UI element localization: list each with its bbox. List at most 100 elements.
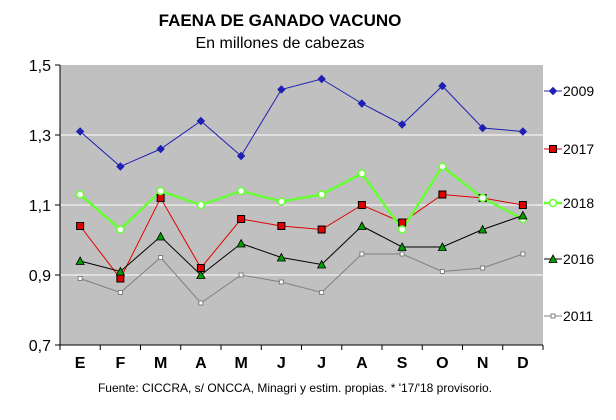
x-tick-label: O (436, 355, 448, 372)
x-tick-label: E (75, 355, 86, 372)
x-tick-label: J (317, 355, 326, 372)
source-note: Fuente: CICCRA, s/ ONCCA, Minagri y esti… (97, 381, 493, 395)
x-tick-label: F (115, 355, 125, 372)
data-point (75, 127, 85, 136)
data-point (75, 256, 85, 265)
data-point (237, 215, 246, 223)
data-point (518, 201, 527, 209)
x-tick-label: M (154, 355, 167, 372)
x-tick-label: M (234, 355, 247, 372)
data-point (76, 222, 85, 230)
data-point (357, 201, 366, 209)
data-point (319, 290, 325, 295)
data-point (116, 162, 125, 171)
data-point (478, 123, 487, 133)
data-point (278, 279, 284, 285)
data-point (75, 190, 85, 199)
data-point (116, 225, 125, 234)
data-point (196, 200, 206, 210)
data-point (158, 255, 164, 260)
legend-label: 2016 (563, 251, 594, 267)
data-point (155, 231, 166, 241)
data-point (478, 193, 487, 203)
series-line-2018 (79, 164, 524, 232)
legend-label: 2011 (563, 308, 593, 324)
data-point (438, 81, 447, 91)
series-line-2017 (79, 193, 523, 280)
data-point (398, 218, 407, 227)
x-tick-label: N (477, 355, 489, 372)
data-point (439, 269, 445, 274)
x-tick-label: D (517, 355, 529, 372)
data-point (115, 266, 126, 276)
series-group (75, 74, 528, 306)
data-point (236, 186, 246, 196)
data-point (477, 224, 488, 234)
data-point (438, 162, 447, 171)
data-point (77, 276, 83, 281)
chart-subtitle: En millones de cabezas (195, 35, 365, 52)
x-tick-label: S (397, 355, 408, 372)
x-tick-label: A (356, 355, 368, 372)
legend-label: 2017 (563, 141, 594, 157)
data-point (550, 313, 556, 319)
x-tick-label: A (195, 355, 207, 372)
data-point (156, 144, 165, 154)
data-point (156, 194, 165, 202)
data-point (399, 251, 405, 257)
data-point (518, 127, 528, 136)
data-point (317, 190, 326, 199)
legend-label: 2009 (563, 83, 594, 99)
data-point (397, 120, 407, 129)
data-point (116, 274, 125, 283)
data-point (548, 86, 558, 96)
y-tick-label: 0,7 (29, 338, 51, 355)
data-point (359, 251, 365, 257)
data-point (236, 151, 246, 161)
data-point (438, 190, 447, 199)
data-point (277, 222, 286, 230)
data-point (316, 259, 327, 269)
data-point (276, 252, 287, 262)
data-point (196, 116, 206, 126)
chart-title: FAENA DE GANADO VACUNO (158, 11, 402, 30)
data-point (238, 272, 244, 278)
data-point (549, 145, 557, 153)
data-point (317, 225, 326, 234)
series-line-2009 (79, 78, 523, 168)
data-point (196, 270, 206, 279)
data-point (480, 265, 486, 271)
legend: 2009 2017 2018 2016 2011 (544, 83, 594, 324)
y-tick-label: 1,5 (29, 58, 51, 75)
data-point (357, 221, 367, 230)
x-tick-label: J (277, 355, 286, 372)
data-point (277, 197, 286, 206)
series-line-2016 (79, 215, 524, 276)
legend-item-2017: 2017 (544, 141, 594, 157)
data-point (156, 186, 165, 196)
data-point (518, 210, 528, 220)
data-point (317, 74, 326, 84)
data-point (357, 169, 367, 178)
data-point (198, 300, 204, 306)
data-point (357, 99, 367, 108)
y-tick-label: 0,9 (29, 268, 51, 285)
legend-item-2011: 2011 (544, 308, 593, 324)
data-point (548, 254, 558, 263)
data-point (520, 251, 526, 257)
data-point (117, 290, 123, 295)
y-tick-label: 1,3 (29, 128, 51, 145)
y-tick-label: 1,1 (29, 198, 51, 215)
data-point (397, 242, 407, 251)
data-point (277, 85, 286, 94)
legend-item-2016: 2016 (544, 251, 594, 267)
legend-label: 2018 (563, 195, 594, 211)
data-point (548, 198, 558, 208)
data-point (397, 225, 407, 234)
series-line-2011 (79, 253, 524, 304)
legend-item-2018: 2018 (544, 195, 594, 211)
data-point (437, 242, 448, 251)
legend-item-2009: 2009 (544, 83, 594, 99)
